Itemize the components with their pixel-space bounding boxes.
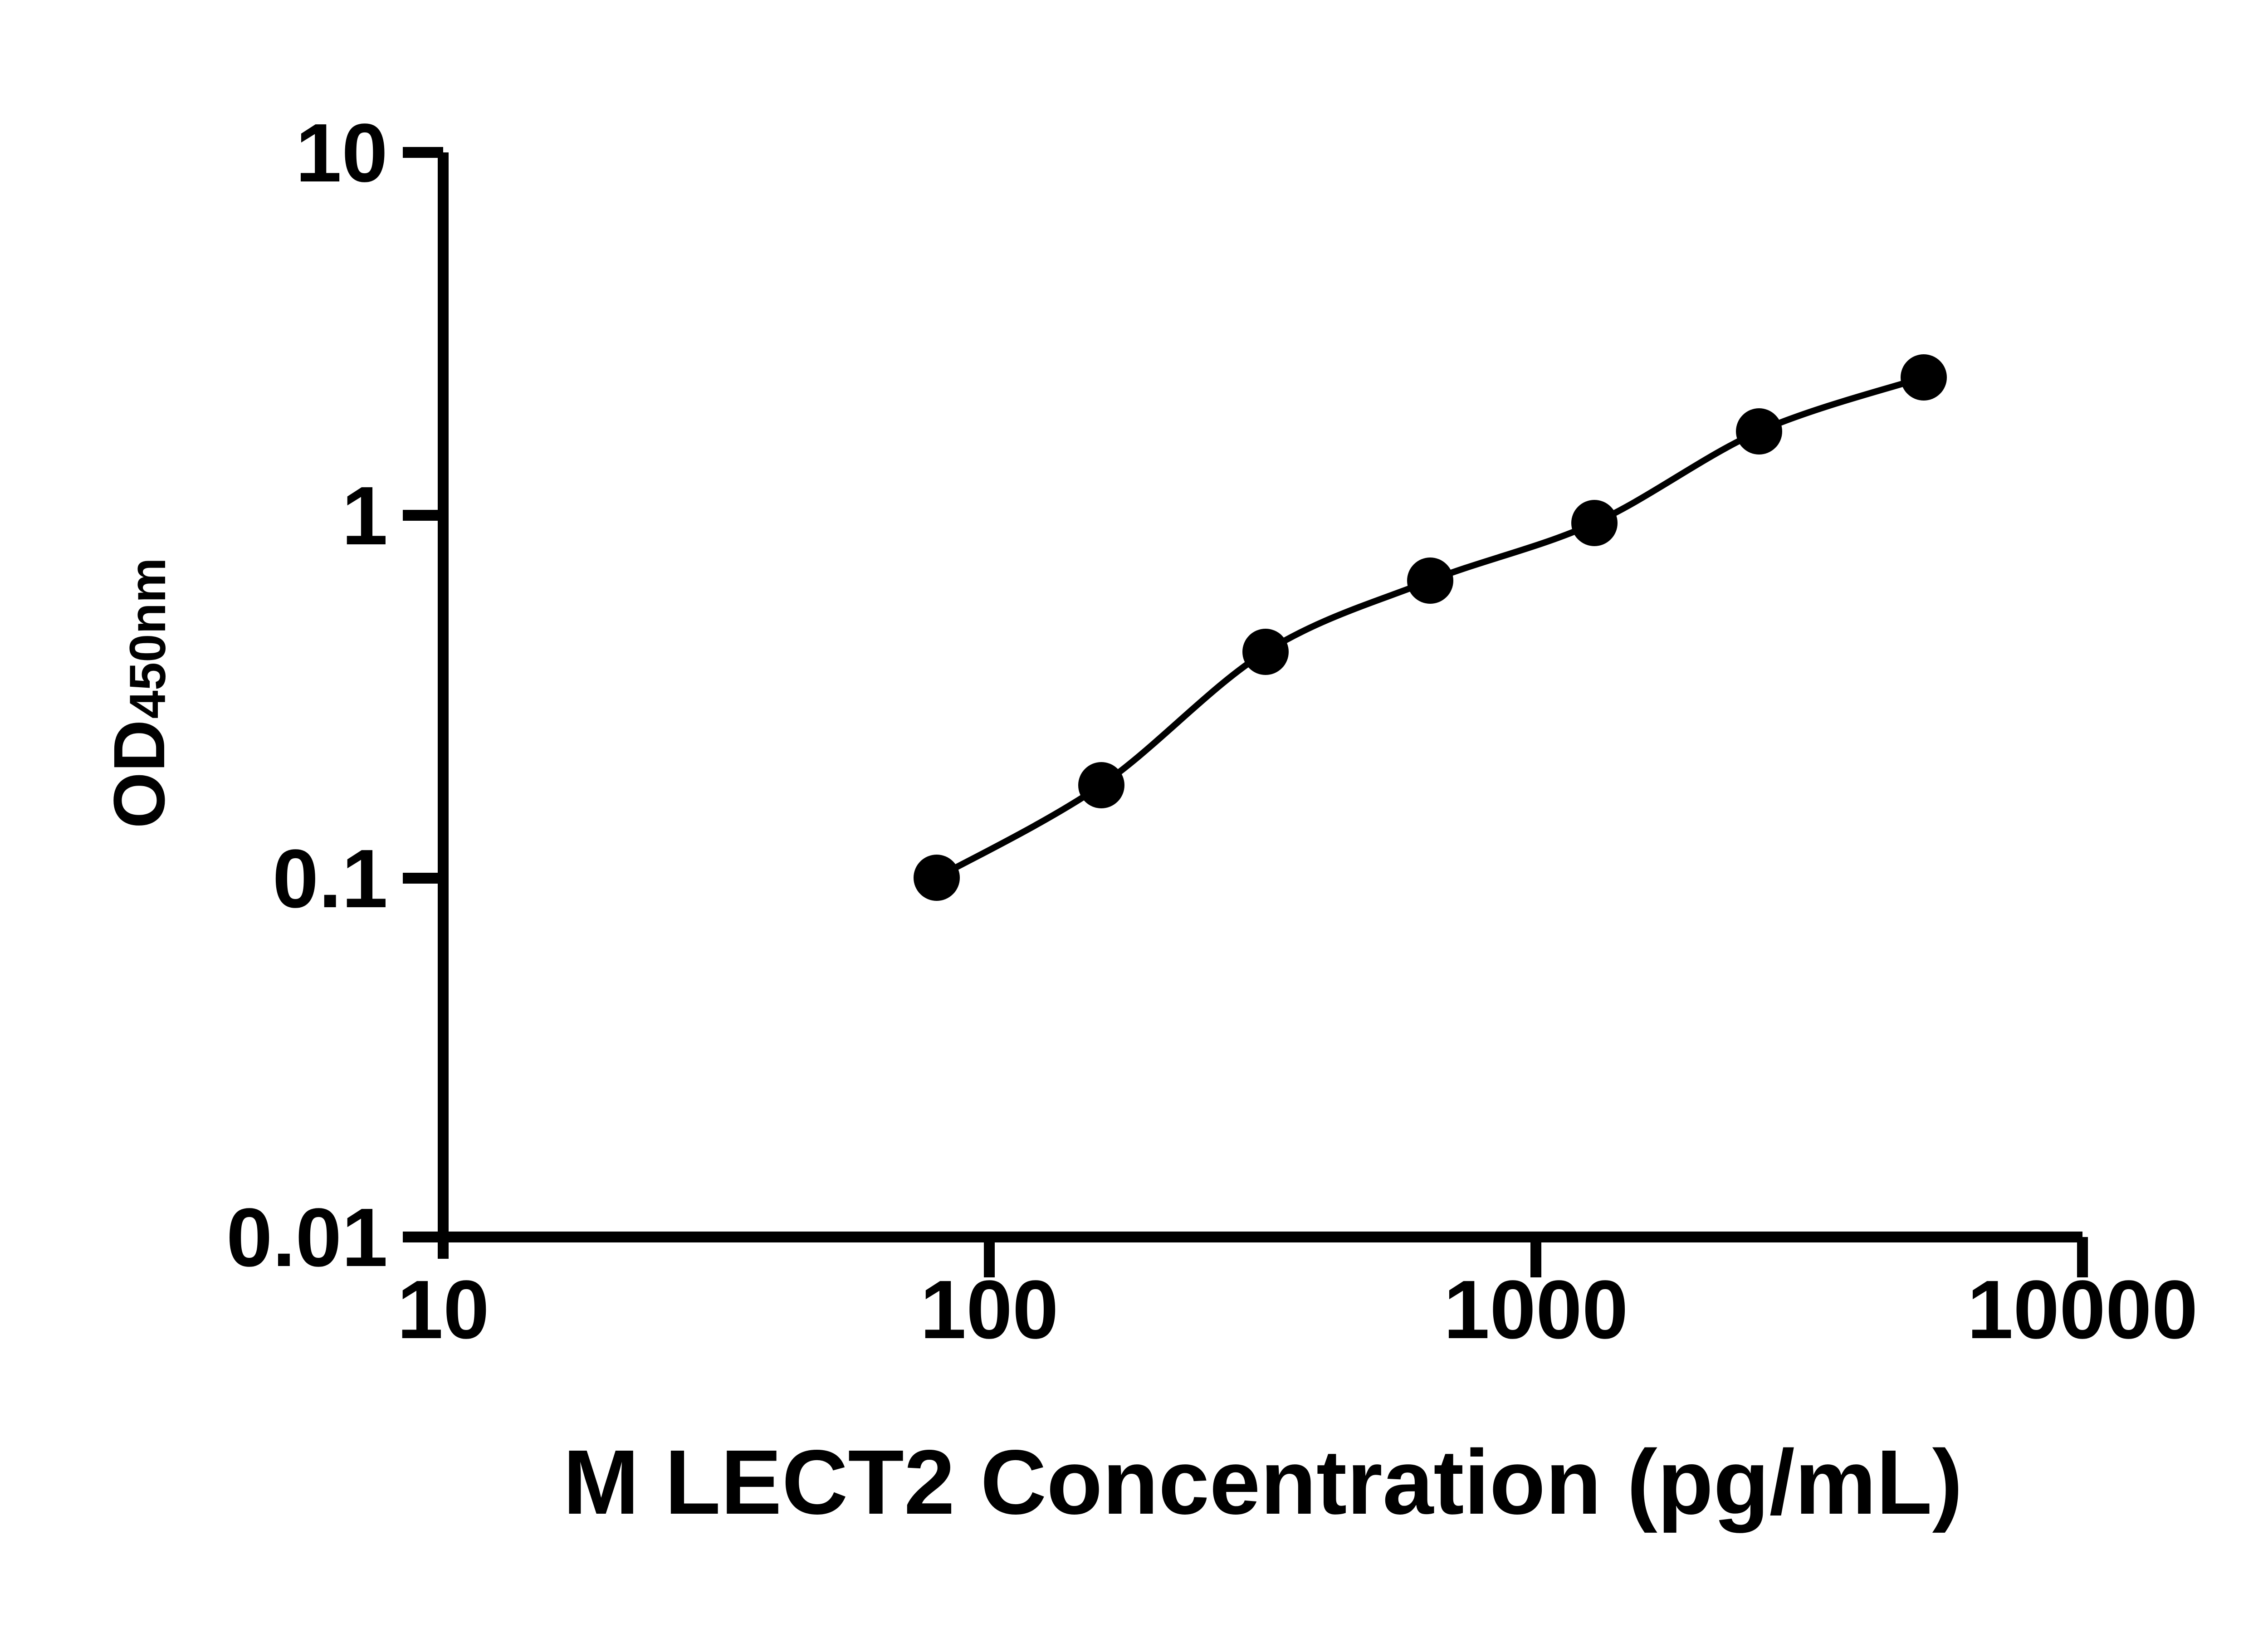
svg-text:0.01: 0.01: [226, 1191, 388, 1284]
svg-text:1000: 1000: [1443, 1263, 1628, 1356]
svg-text:10: 10: [397, 1263, 489, 1356]
svg-text:0.1: 0.1: [273, 832, 388, 925]
svg-text:M LECT2 Concentration (pg/mL): M LECT2 Concentration (pg/mL): [563, 1431, 1963, 1533]
svg-text:10: 10: [295, 106, 388, 199]
svg-text:10000: 10000: [1967, 1263, 2198, 1356]
svg-text:1: 1: [342, 469, 388, 562]
svg-text:100: 100: [920, 1263, 1058, 1356]
